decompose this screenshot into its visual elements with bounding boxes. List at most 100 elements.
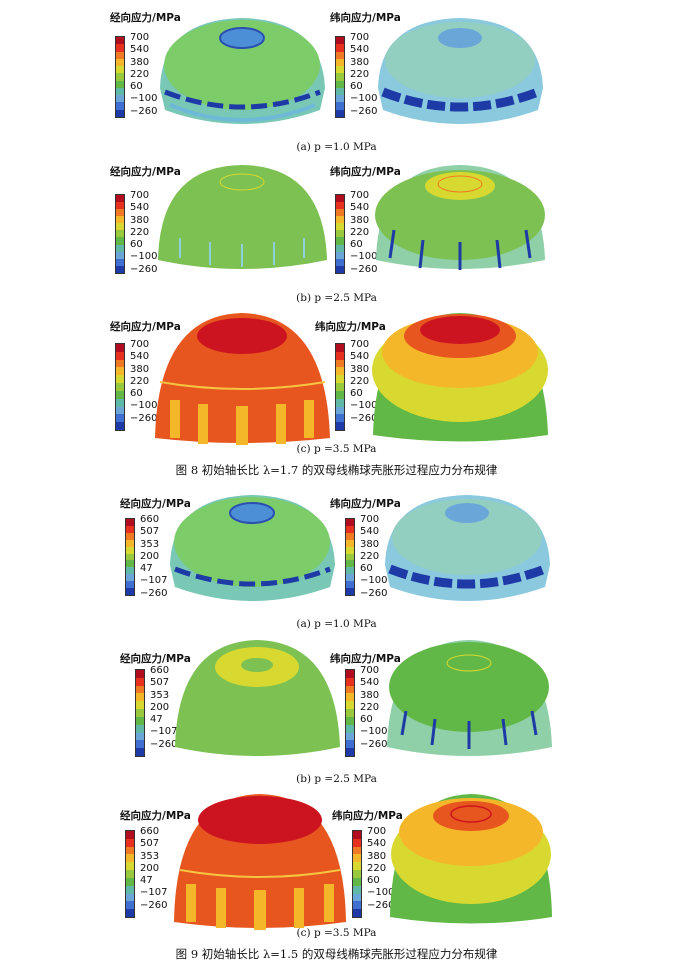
color-bar-segment (346, 588, 354, 595)
color-bar-segment (336, 359, 344, 368)
subcaption-a: (a) p =1.0 MPa (296, 618, 377, 630)
color-bar-segment (353, 885, 361, 894)
color-bar-segment (336, 73, 344, 81)
color-bar-segment (126, 870, 134, 878)
legend-title-hoop: 纬向应力/MPa (330, 498, 401, 510)
color-bar-segment (136, 677, 144, 686)
color-bar-segment (346, 670, 354, 678)
color-bar-segment (116, 230, 124, 238)
fig8-a-hoop-dome (378, 18, 543, 124)
legend-title-radial: 经向应力/MPa (120, 498, 191, 510)
color-bar-segment (336, 95, 344, 103)
color-bar-segment (336, 216, 344, 224)
color-bar-ticks: 700 540 380 220 60 −100 −260 (360, 665, 388, 750)
color-bar-segment (336, 258, 344, 266)
color-bar-segment (116, 351, 124, 360)
color-bar-segment (336, 398, 344, 407)
color-bar-segment (346, 677, 354, 686)
color-bar-segment (126, 846, 134, 855)
color-bar-segment (126, 519, 134, 526)
color-bar-segment (116, 398, 124, 407)
color-bar-segment (346, 546, 354, 554)
color-bar-segment (116, 422, 124, 430)
color-bar-segment (346, 574, 354, 582)
fig9-b-hoop-dome (387, 640, 552, 756)
color-bar-segment (116, 202, 124, 210)
color-bar-segment (126, 909, 134, 917)
color-bar-segment (116, 87, 124, 96)
color-bar-segment (126, 885, 134, 894)
color-bar-segment (136, 685, 144, 694)
color-bar (115, 36, 125, 118)
color-bar-segment (346, 525, 354, 533)
color-bar-segment (116, 216, 124, 224)
color-bar-segment (353, 901, 361, 910)
color-bar-segment (336, 66, 344, 74)
color-bar-segment (116, 390, 124, 399)
color-bar-segment (346, 748, 354, 756)
color-bar-segment (136, 709, 144, 717)
color-bar-segment (336, 102, 344, 110)
color-bar-ticks: 660 507 353 200 47 −107 −260 (140, 826, 168, 911)
color-bar-segment (126, 893, 134, 902)
color-bar-segment (336, 414, 344, 423)
color-bar-ticks: 700 540 380 220 60 −100 −260 (360, 514, 388, 599)
color-bar-segment (136, 748, 144, 756)
color-bar-segment (116, 375, 124, 384)
color-bar-segment (136, 724, 144, 733)
color-bar-segment (126, 560, 134, 568)
color-bar-segment (126, 525, 134, 533)
color-bar-segment (126, 553, 134, 561)
color-bar (352, 830, 362, 918)
subcaption-b: (b) p =2.5 MPa (296, 773, 377, 785)
color-bar-segment (346, 732, 354, 741)
color-bar-segment (336, 202, 344, 210)
color-bar-segment (136, 670, 144, 678)
fig8-c-radial-dome (155, 313, 330, 445)
color-bar-segment (353, 870, 361, 878)
color-bar-ticks: 700 540 380 220 60 −100 −260 (367, 826, 395, 911)
color-bar-segment (353, 877, 361, 886)
color-bar-segment (346, 740, 354, 749)
color-bar-segment (336, 383, 344, 391)
color-bar-segment (346, 709, 354, 717)
subcaption-c: (c) p =3.5 MPa (296, 443, 377, 455)
color-bar-ticks: 660 507 353 200 47 −107 −260 (140, 514, 168, 599)
color-bar-segment (116, 102, 124, 110)
legend-title-hoop: 纬向应力/MPa (330, 12, 401, 24)
legend-title-radial: 经向应力/MPa (110, 12, 181, 24)
color-bar-segment (116, 80, 124, 88)
color-bar-segment (346, 519, 354, 526)
color-bar-segment (126, 588, 134, 595)
color-bar (115, 194, 125, 274)
color-bar-segment (116, 44, 124, 52)
color-bar-segment (116, 37, 124, 45)
fig8-b-radial-dome (158, 165, 327, 269)
legend-title-hoop: 纬向应力/MPa (330, 653, 401, 665)
color-bar-segment (136, 701, 144, 710)
color-bar-segment (116, 367, 124, 376)
color-bar-ticks: 700 540 380 220 60 −100 −260 (130, 190, 158, 275)
color-bar-segment (346, 532, 354, 540)
color-bar (335, 194, 345, 274)
color-bar (335, 343, 345, 431)
color-bar-segment (126, 574, 134, 582)
color-bar-segment (346, 701, 354, 710)
fig9-c-hoop-dome (390, 794, 552, 924)
fig9-b-radial-dome (175, 640, 340, 756)
color-bar-segment (116, 258, 124, 266)
figure-8-caption: 图 8 初始轴长比 λ=1.7 的双母线椭球壳胀形过程应力分布规律 (175, 463, 498, 477)
color-bar-segment (126, 854, 134, 863)
color-bar-segment (336, 351, 344, 360)
color-bar-segment (116, 406, 124, 415)
color-bar-segment (116, 109, 124, 117)
color-bar-segment (126, 901, 134, 910)
color-bar-segment (346, 560, 354, 568)
legend-title-radial: 经向应力/MPa (120, 810, 191, 822)
color-bar (125, 830, 135, 918)
color-bar-segment (116, 73, 124, 81)
color-bar (345, 669, 355, 757)
legend-title-hoop: 纬向应力/MPa (315, 321, 386, 333)
color-bar (125, 518, 135, 596)
color-bar-segment (116, 95, 124, 103)
